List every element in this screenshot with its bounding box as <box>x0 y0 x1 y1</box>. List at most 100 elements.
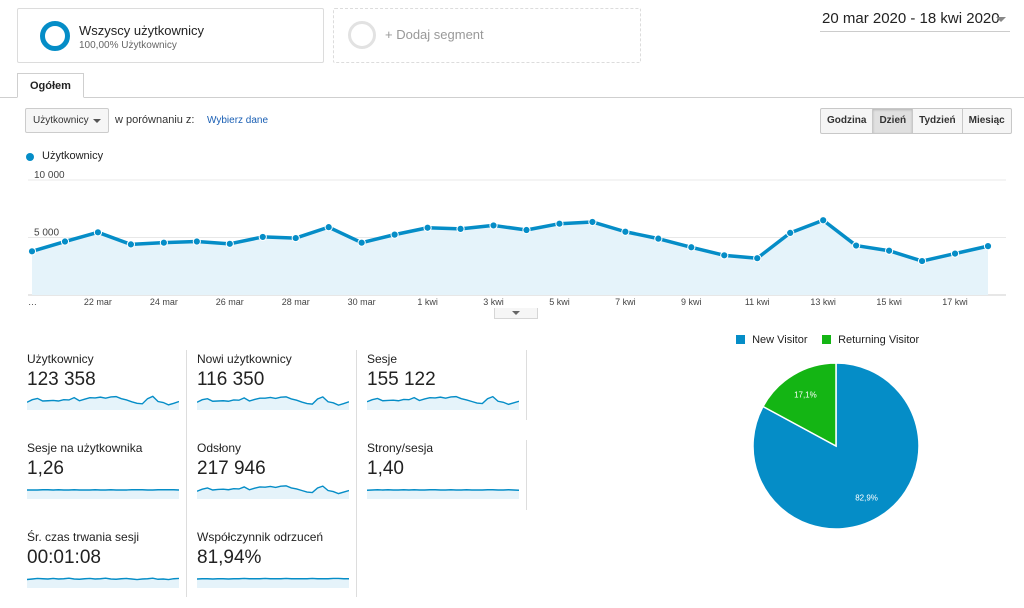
segment-title: Wszyscy użytkownicy <box>79 23 204 38</box>
tab-divider <box>0 97 1024 98</box>
scorecard-value: 123 358 <box>27 369 96 391</box>
scorecard-title: Użytkownicy <box>27 352 94 366</box>
sparkline <box>197 570 349 588</box>
select-data-link[interactable]: Wybierz dane <box>207 115 268 126</box>
sparkline-area <box>197 486 349 499</box>
granularity-day-button[interactable]: Dzień <box>872 108 913 134</box>
granularity-month-button[interactable]: Miesiąc <box>962 108 1012 134</box>
x-tick-label: 22 mar <box>84 297 112 307</box>
x-tick-label: 9 kwi <box>681 297 702 307</box>
sparkline <box>197 481 349 499</box>
data-point <box>457 225 464 232</box>
returning-visitor-swatch <box>822 335 831 344</box>
x-tick-label: 3 kwi <box>483 297 504 307</box>
sparkline-area <box>27 578 179 588</box>
data-point <box>28 248 35 255</box>
x-tick-label: 11 kwi <box>745 297 770 307</box>
x-tick-label: 26 mar <box>216 297 244 307</box>
x-tick-label: 30 mar <box>348 297 376 307</box>
scorecard[interactable]: Użytkownicy 123 358 <box>27 352 191 430</box>
sparkline-area <box>27 490 179 499</box>
sparkline-line <box>197 578 349 579</box>
compare-label: w porównaniu z: <box>115 114 195 126</box>
data-point <box>688 244 695 251</box>
date-range-label: 20 mar 2020 - 18 kwi 2020 <box>822 10 1000 27</box>
x-tick-label: 24 mar <box>150 297 178 307</box>
add-segment-button[interactable]: + Dodaj segment <box>333 8 641 63</box>
metric-dropdown[interactable]: Użytkownicy <box>25 108 109 133</box>
sparkline <box>27 392 179 410</box>
sparkline <box>197 392 349 410</box>
scorecard[interactable]: Sesje na użytkownika 1,26 <box>27 441 191 519</box>
y-tick-label: 10 000 <box>34 170 65 181</box>
data-point <box>94 229 101 236</box>
pie-legend-new: New Visitor <box>736 334 808 346</box>
data-point <box>787 229 794 236</box>
series-area <box>32 220 988 295</box>
data-point <box>951 250 958 257</box>
chevron-down-icon <box>93 119 101 123</box>
scorecard-title: Odsłony <box>197 441 241 455</box>
granularity-hour-button[interactable]: Godzina <box>820 108 873 134</box>
pie-slice-label: 17,1% <box>794 391 817 400</box>
data-point <box>918 257 925 264</box>
data-point <box>589 218 596 225</box>
data-point <box>226 240 233 247</box>
chevron-down-icon <box>996 17 1006 22</box>
segment-circle-icon <box>40 21 70 51</box>
metric-dropdown-label: Użytkownicy <box>33 115 89 126</box>
x-tick-label: 5 kwi <box>549 297 570 307</box>
series-legend-label: Użytkownicy <box>42 150 103 162</box>
scorecard-title: Współczynnik odrzuceń <box>197 530 323 544</box>
segment-all-users[interactable]: Wszyscy użytkownicy 100,00% Użytkownicy <box>17 8 324 63</box>
scorecard-value: 155 122 <box>367 369 436 391</box>
scorecard-value: 1,40 <box>367 458 404 480</box>
chevron-down-icon <box>512 311 520 315</box>
data-point <box>490 222 497 229</box>
scorecard[interactable]: Nowi użytkownicy 116 350 <box>197 352 361 430</box>
data-point <box>721 252 728 259</box>
add-segment-label: + Dodaj segment <box>385 27 484 42</box>
new-visitor-swatch <box>736 335 745 344</box>
granularity-week-button[interactable]: Tydzień <box>912 108 962 134</box>
sparkline <box>367 392 519 410</box>
data-point <box>259 233 266 240</box>
granularity-buttons: Godzina Dzień Tydzień Miesiąc <box>821 108 1012 134</box>
scorecard-title: Nowi użytkownicy <box>197 352 292 366</box>
returning-visitor-label: Returning Visitor <box>838 334 919 346</box>
scorecard-value: 1,26 <box>27 458 64 480</box>
scorecard[interactable]: Sesje 155 122 <box>367 352 531 430</box>
pie-legend-returning: Returning Visitor <box>822 334 919 346</box>
new-visitor-label: New Visitor <box>752 334 807 346</box>
x-tick-label: 15 kwi <box>876 297 902 307</box>
segment-subtitle: 100,00% Użytkownicy <box>79 40 177 51</box>
x-tick-label: 28 mar <box>282 297 310 307</box>
data-point <box>325 224 332 231</box>
data-point <box>424 224 431 231</box>
pie-slice-label: 82,9% <box>855 493 878 502</box>
data-point <box>820 217 827 224</box>
data-point <box>358 239 365 246</box>
x-tick-label: 13 kwi <box>810 297 836 307</box>
data-point <box>556 220 563 227</box>
date-range-picker[interactable]: 20 mar 2020 - 18 kwi 2020 <box>820 8 1010 32</box>
scorecard-title: Sesje na użytkownika <box>27 441 142 455</box>
data-point <box>523 226 530 233</box>
sparkline <box>367 481 519 499</box>
data-point <box>193 238 200 245</box>
tab-overview[interactable]: Ogółem <box>17 73 84 98</box>
scorecard-value: 00:01:08 <box>27 547 101 569</box>
data-point <box>754 255 761 262</box>
scorecard-title: Sesje <box>367 352 397 366</box>
sparkline-area <box>27 396 179 410</box>
data-point <box>655 235 662 242</box>
series-legend-dot <box>26 153 34 161</box>
scorecard-value: 116 350 <box>197 369 264 391</box>
chart-expand-handle[interactable] <box>494 308 538 319</box>
sparkline-area <box>197 397 349 410</box>
